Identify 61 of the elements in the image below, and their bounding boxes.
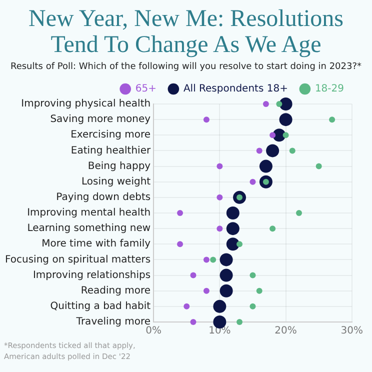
point bbox=[184, 303, 190, 310]
y-tick-label: Paying down debts bbox=[56, 192, 151, 204]
y-tick-label: Focusing on spiritual matters bbox=[4, 254, 151, 266]
point bbox=[250, 178, 256, 185]
point bbox=[329, 116, 336, 123]
y-tick-label: Being happy bbox=[88, 160, 151, 172]
x-tick-label: 0% bbox=[146, 326, 162, 337]
y-tick-label: Saving more money bbox=[50, 114, 151, 126]
y-tick-label: Learning something new bbox=[27, 223, 151, 234]
point bbox=[236, 241, 243, 248]
point bbox=[259, 160, 272, 173]
x-tick-label: 20% bbox=[274, 326, 297, 337]
chart-subtitle: Results of Poll: Which of the following will you resolve to start doing in 2023?* bbox=[9, 62, 363, 72]
legend-label: 18-29 bbox=[314, 84, 344, 95]
y-tick-label: Improving physical health bbox=[21, 98, 151, 110]
point bbox=[213, 300, 226, 313]
point bbox=[279, 113, 292, 126]
point bbox=[250, 272, 256, 278]
point bbox=[190, 272, 196, 278]
point bbox=[220, 268, 233, 282]
point bbox=[226, 222, 240, 236]
point bbox=[216, 194, 223, 200]
y-tick-label: Improving mental health bbox=[27, 208, 151, 219]
point bbox=[262, 101, 269, 107]
point bbox=[216, 226, 223, 232]
y-tick-label: More time with family bbox=[42, 238, 151, 250]
point bbox=[289, 148, 296, 154]
point bbox=[266, 144, 280, 158]
point bbox=[220, 284, 233, 298]
y-tick-label: Reading more bbox=[80, 285, 151, 296]
point bbox=[276, 101, 282, 107]
point bbox=[220, 253, 233, 266]
y-tick-label: Eating healthier bbox=[70, 145, 152, 156]
point bbox=[203, 256, 210, 263]
point bbox=[270, 132, 276, 138]
y-tick-label: Exercising more bbox=[70, 130, 151, 141]
point bbox=[226, 238, 240, 251]
y-tick-label: Quitting a bad habit bbox=[50, 301, 151, 312]
point bbox=[216, 163, 223, 170]
point bbox=[256, 288, 262, 294]
legend-label: All Respondents 18+ bbox=[183, 84, 288, 95]
y-tick-label: Losing weight bbox=[81, 176, 151, 188]
point bbox=[296, 210, 302, 216]
point bbox=[177, 241, 184, 248]
point bbox=[190, 319, 196, 325]
point bbox=[270, 226, 276, 232]
point bbox=[316, 163, 322, 170]
point bbox=[236, 319, 243, 325]
chart-title: New Year, New Me: Resolutions Tend To Change As We Age bbox=[27, 5, 344, 58]
legend-label: 65+ bbox=[135, 84, 156, 95]
x-tick-label: 30% bbox=[340, 326, 364, 337]
point bbox=[203, 116, 210, 123]
point bbox=[177, 210, 184, 216]
point bbox=[203, 288, 210, 294]
point bbox=[279, 98, 292, 110]
point bbox=[226, 206, 240, 220]
point bbox=[210, 256, 216, 263]
point bbox=[256, 148, 262, 154]
y-tick-label: Improving relationships bbox=[32, 270, 151, 281]
point bbox=[282, 132, 289, 138]
point bbox=[250, 303, 256, 310]
